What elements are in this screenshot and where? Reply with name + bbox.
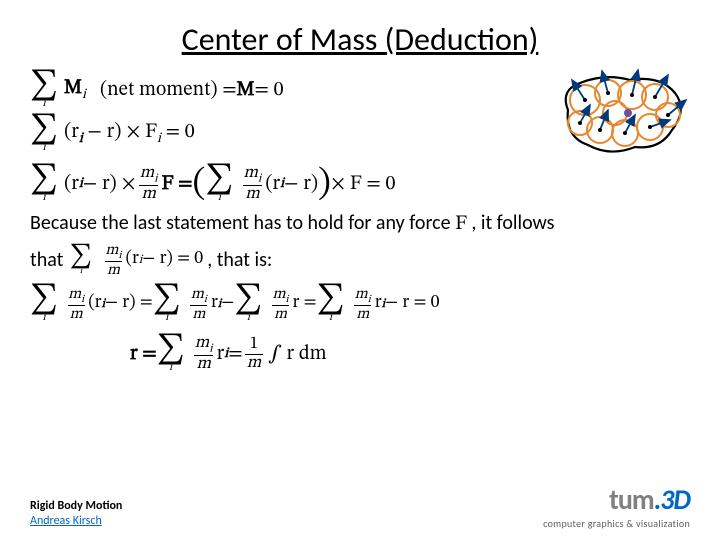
page-title: Center of Mass (Deduction) [30, 20, 690, 59]
body-text-2: that ∑i mim (ri − r) = 0 , that is: [30, 241, 690, 279]
equation-5: r = ∑i mim ri = 1m ∫ r dm [130, 335, 690, 374]
footer: Rigid Body Motion Andreas Kirsch tum.3D … [30, 482, 690, 530]
equation-3: ∑i (ri − r) × mim F = ( ∑i mim (ri − r) … [30, 165, 690, 204]
tagline: computer graphics & visualization [543, 517, 690, 530]
logo: tum.3D [543, 482, 690, 517]
equation-4: ∑i mim (ri − r) = ∑i mim ri − ∑i mim r =… [30, 285, 690, 323]
footer-author: Andreas Kirsch [30, 514, 122, 530]
body-text-1: Because the last statement has to hold f… [30, 210, 690, 237]
footer-title: Rigid Body Motion [30, 499, 122, 515]
body-diagram [550, 65, 690, 165]
